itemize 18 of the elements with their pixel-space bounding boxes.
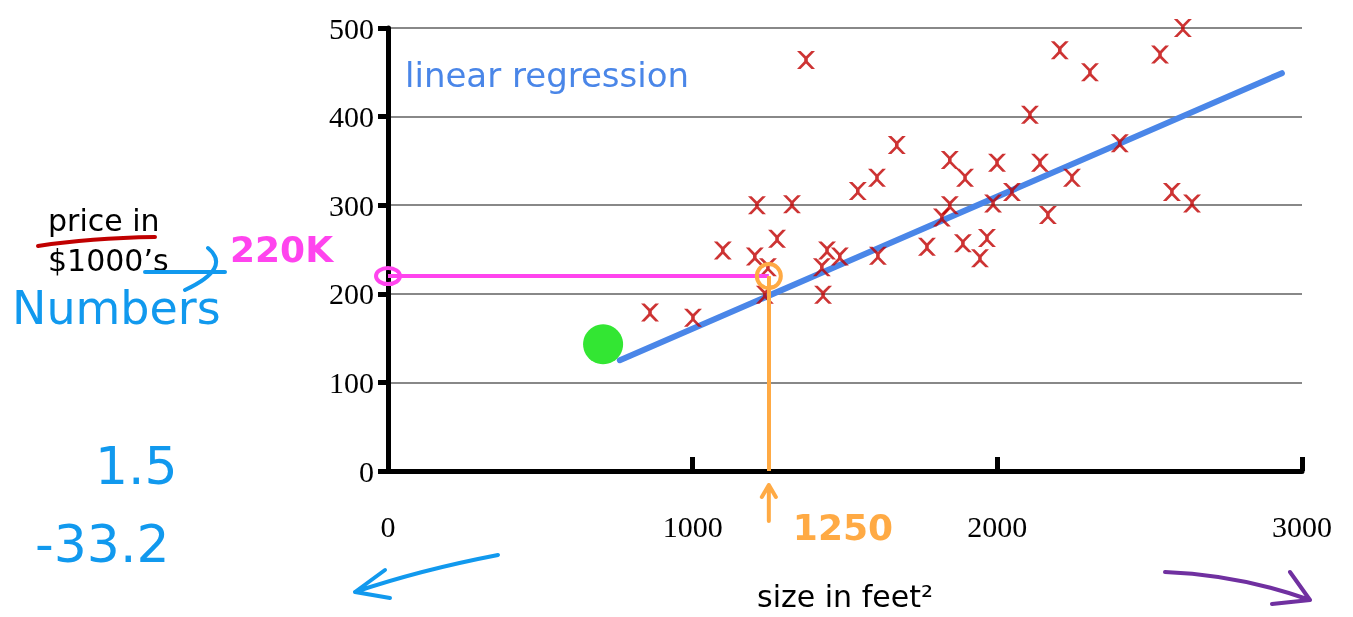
x-axis-title: size in feet² (757, 578, 933, 614)
y-tick-label: 200 (329, 277, 374, 311)
y-tick-label: 400 (329, 100, 374, 134)
y-tick-label: 0 (359, 454, 374, 488)
text: -33.2 (35, 514, 170, 574)
y-tick-label: 300 (329, 188, 374, 222)
x-tick-label: 1000 (662, 509, 723, 543)
y-tick-label: 500 (329, 11, 374, 45)
x-tick-label: 2000 (967, 509, 1028, 543)
text: Numbers (12, 281, 221, 335)
legend-label: 1250 (792, 506, 894, 548)
x-tick-label: 3000 (1272, 509, 1332, 543)
text: linear regression (405, 55, 690, 95)
x-tick-label: 0 (380, 509, 396, 543)
text: price in $1000’s (48, 202, 169, 278)
text: 1.5 (95, 436, 178, 496)
ref-line-label: 220K (230, 228, 335, 270)
y-tick-label: 100 (329, 365, 374, 399)
